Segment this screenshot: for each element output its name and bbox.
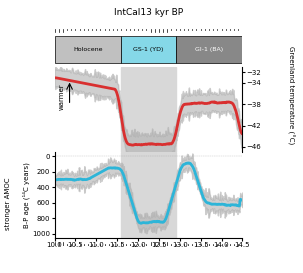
FancyBboxPatch shape	[121, 36, 176, 64]
Text: GS-1 (YD): GS-1 (YD)	[133, 47, 164, 52]
FancyBboxPatch shape	[176, 36, 242, 64]
Text: warmer: warmer	[59, 84, 65, 110]
Bar	[121, 67, 176, 152]
Y-axis label: B-P age (¹⁴C years): B-P age (¹⁴C years)	[22, 162, 30, 228]
FancyBboxPatch shape	[55, 36, 121, 64]
Text: GI-1 (BA): GI-1 (BA)	[195, 47, 223, 52]
Text: IntCal13 kyr BP: IntCal13 kyr BP	[114, 8, 183, 17]
Text: Holocene: Holocene	[73, 47, 103, 52]
Text: Greenland temperature (°C): Greenland temperature (°C)	[287, 46, 295, 145]
Bar	[121, 152, 176, 238]
Text: stronger AMOC: stronger AMOC	[5, 177, 11, 230]
